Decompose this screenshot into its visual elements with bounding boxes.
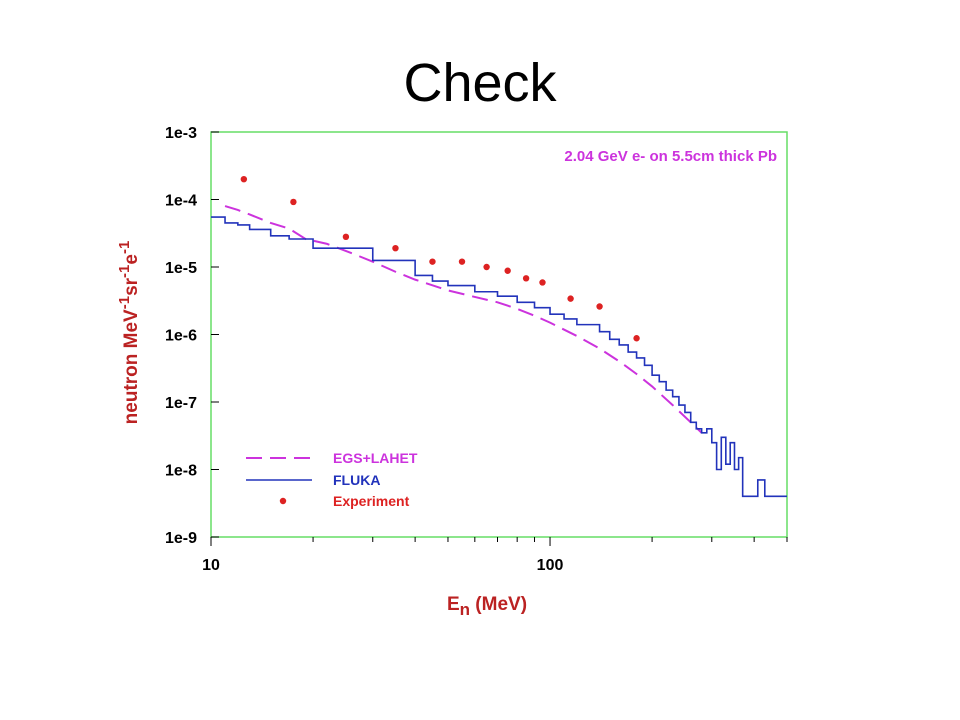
x-axis-label-sub: n — [460, 600, 470, 619]
experiment-point — [483, 263, 490, 271]
experiment-point — [290, 198, 297, 206]
legend-fluka-label: FLUKA — [333, 472, 380, 488]
chart-annotation: 2.04 GeV e- on 5.5cm thick Pb — [564, 148, 777, 165]
experiment-point — [392, 244, 399, 252]
experiment-point — [633, 335, 640, 342]
y-axis-label-part-2: sr — [121, 277, 142, 296]
experiment-point — [458, 258, 466, 265]
y-tick-label: 1e-3 — [165, 125, 197, 142]
x-axis-label-main: E — [447, 594, 460, 615]
series-egs-lahet-line — [224, 205, 703, 434]
experiment-point — [429, 258, 436, 265]
y-axis-label-part-3: e — [121, 254, 142, 265]
legend-egs-lahet-label: EGS+LAHET — [333, 450, 418, 466]
legend-experiment-swatch — [279, 497, 287, 505]
x-axis-label-unit: (MeV) — [470, 594, 527, 615]
slide-title: Check — [403, 53, 557, 113]
y-axis-label-sup-1: -1 — [116, 296, 133, 309]
y-tick-label: 1e-6 — [165, 328, 197, 345]
y-tick-label: 1e-4 — [165, 193, 197, 210]
plot-frame — [210, 131, 788, 538]
x-tick-label: 10 — [202, 557, 220, 574]
y-tick-label: 1e-5 — [165, 260, 197, 277]
legend: EGS+LAHET FLUKA Experiment — [246, 450, 418, 509]
y-axis-label-sup-2: -1 — [116, 265, 133, 278]
experiment-point — [539, 279, 546, 286]
experiment-point — [596, 303, 603, 310]
y-axis-label-part-1: neutron MeV — [121, 309, 142, 424]
y-axis-label: neutron MeV-1sr-1e-1 — [116, 241, 142, 425]
x-tick-label: 100 — [537, 557, 564, 574]
y-tick-label: 1e-9 — [165, 530, 197, 547]
legend-experiment-label: Experiment — [333, 493, 410, 509]
series-fluka-line — [211, 216, 787, 498]
experiment-point — [342, 233, 350, 241]
experiment-point — [240, 175, 248, 183]
experiment-point — [522, 275, 530, 282]
y-tick-label: 1e-7 — [165, 395, 197, 412]
experiment-point — [567, 295, 574, 302]
experiment-point — [504, 267, 511, 274]
y-axis-label-sup-3: -1 — [116, 241, 133, 254]
y-tick-label: 1e-8 — [165, 463, 197, 480]
x-axis-label: En (MeV) — [447, 594, 527, 619]
